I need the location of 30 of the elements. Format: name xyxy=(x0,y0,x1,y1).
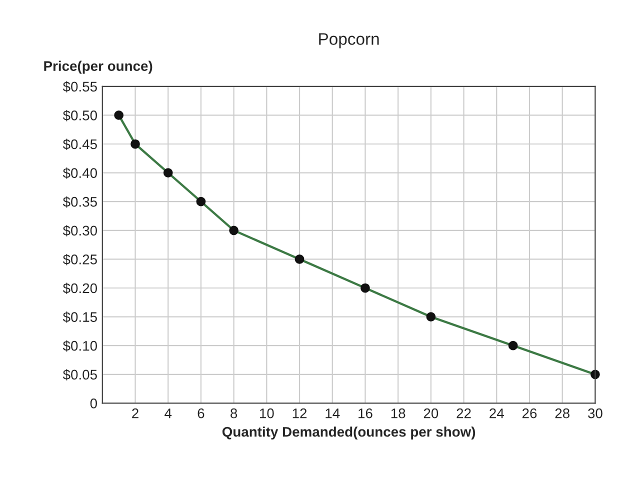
y-tick-label: $0.35 xyxy=(62,196,97,208)
x-tick-label: 8 xyxy=(230,408,238,418)
chart-title: Popcorn xyxy=(319,33,379,48)
x-tick-label: 2 xyxy=(132,408,138,418)
y-tick-label: $0.10 xyxy=(62,340,97,352)
x-tick-label: 22 xyxy=(456,408,471,418)
x-tick-label: 16 xyxy=(358,408,372,418)
y-tick-label: $0.15 xyxy=(62,312,97,323)
x-axis-title: Quantity Demanded(ounces per show) xyxy=(222,426,476,440)
y-tick-label: $0.20 xyxy=(62,282,97,294)
x-tick-label: 12 xyxy=(292,408,307,418)
y-tick-label: $0.40 xyxy=(62,168,97,179)
y-tick-label: $0.05 xyxy=(62,369,97,380)
y-axis-title: Price(per ounce) xyxy=(44,60,152,74)
x-tick-label: 20 xyxy=(424,408,438,418)
x-tick-label: 18 xyxy=(391,408,406,418)
x-tick-label: 10 xyxy=(260,408,274,418)
x-tick-label: 6 xyxy=(198,408,204,418)
x-tick-label: 4 xyxy=(164,408,172,418)
y-tick-label: $0.30 xyxy=(62,225,97,236)
x-tick-label: 28 xyxy=(555,408,570,418)
x-tick-label: 14 xyxy=(326,408,340,418)
y-tick-label: $0.55 xyxy=(62,81,97,92)
y-tick-label: 0 xyxy=(90,398,97,408)
x-tick-label: 30 xyxy=(588,408,602,418)
y-tick-label: $0.45 xyxy=(62,138,97,150)
y-tick-label: $0.25 xyxy=(62,254,97,266)
x-tick-label: 26 xyxy=(522,408,537,418)
y-tick-label: $0.50 xyxy=(62,110,97,122)
x-tick-label: 24 xyxy=(490,408,504,418)
